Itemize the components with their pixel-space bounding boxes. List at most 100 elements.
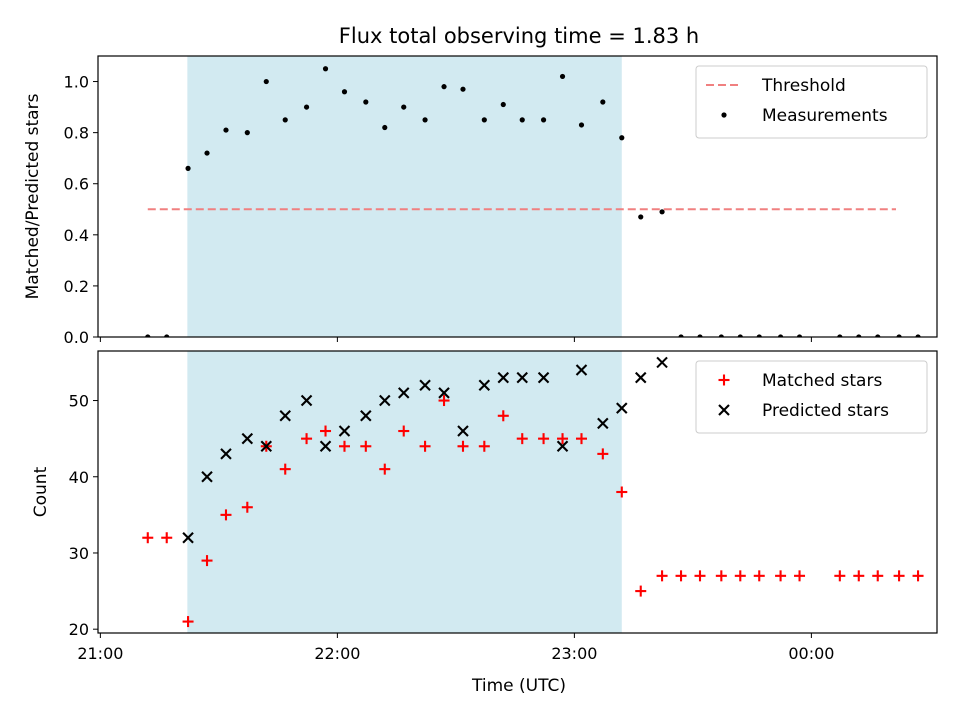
data-point (675, 570, 687, 582)
y-axis-label: Matched/Predicted stars (23, 93, 43, 299)
data-point-b (616, 402, 628, 414)
data-point (282, 117, 288, 123)
legend-box (695, 360, 928, 434)
data-point (220, 509, 232, 521)
x-tick-label: 22:00 (314, 644, 360, 663)
data-point (379, 463, 391, 475)
data-point (223, 127, 229, 133)
axes-frame (97, 55, 938, 338)
series-measurements (145, 66, 921, 337)
data-point-b (397, 387, 410, 399)
data-point-b (537, 371, 550, 384)
data-point (457, 440, 469, 452)
data-point (201, 471, 213, 483)
data-point (419, 440, 431, 452)
y-tick-label: 0.6 (64, 175, 89, 194)
data-point (300, 394, 313, 407)
data-point (540, 117, 547, 123)
counts-plot-area (142, 356, 924, 628)
data-point (338, 440, 350, 452)
data-point (161, 532, 173, 544)
data-point-b (360, 410, 372, 422)
data-point (556, 440, 569, 453)
data-point (856, 334, 862, 337)
y-tick-label: 0.2 (64, 277, 89, 296)
data-point (363, 99, 369, 105)
data-point (872, 570, 884, 582)
data-point (597, 417, 609, 430)
data-point (422, 117, 428, 123)
data-point (635, 371, 647, 384)
data-point (382, 124, 388, 131)
data-point (460, 86, 466, 92)
data-point (260, 440, 273, 453)
y-tick-label: 20 (69, 620, 89, 639)
data-point-b (516, 371, 528, 384)
data-point (915, 334, 921, 337)
data-point (220, 448, 232, 460)
data-point-b (635, 371, 647, 384)
data-point (896, 334, 902, 337)
legend-box (695, 65, 928, 139)
data-point (516, 433, 528, 445)
data-point (697, 334, 703, 337)
data-point (718, 334, 724, 337)
data-point (597, 448, 609, 460)
y-axis-label: Count (31, 466, 51, 517)
data-point (201, 555, 213, 567)
data-point (398, 425, 410, 437)
legend: Threshold Measurements (695, 65, 928, 139)
legend-marker-b (718, 404, 730, 416)
data-point-b (379, 394, 391, 407)
data-point (481, 117, 487, 123)
legend-label: Predicted stars (762, 401, 889, 421)
data-point (756, 334, 762, 337)
data-point (616, 402, 628, 414)
data-point-b (220, 448, 232, 460)
data-point (578, 122, 585, 128)
data-point-b (656, 356, 668, 369)
data-point (777, 334, 784, 337)
legend-label: Measurements (762, 106, 888, 126)
data-point (478, 440, 490, 452)
data-point (538, 433, 550, 445)
ratio-plot-area (145, 66, 921, 337)
data-point (441, 84, 447, 90)
data-point (164, 334, 170, 337)
data-point (401, 104, 407, 110)
data-point (575, 433, 587, 445)
y-tick-label: 0.0 (64, 328, 89, 347)
data-point (379, 394, 391, 407)
y-tick-label: 50 (69, 392, 89, 411)
data-point (497, 371, 510, 384)
data-point (341, 89, 348, 95)
y-tick-label: 30 (69, 544, 89, 563)
data-point (519, 117, 525, 123)
data-point (360, 440, 372, 452)
data-point (694, 570, 706, 582)
data-point (279, 463, 291, 475)
legend-marker (718, 374, 730, 386)
data-point (478, 379, 491, 392)
data-point (575, 364, 588, 376)
data-point-b (201, 471, 213, 483)
data-point (303, 104, 310, 110)
y-tick-label: 1.0 (64, 73, 89, 92)
data-point (893, 570, 905, 582)
chart-title: Flux total observing time = 1.83 h (339, 24, 699, 48)
data-point (616, 486, 628, 498)
data-point (912, 570, 924, 582)
data-point (438, 387, 450, 399)
data-point (244, 130, 250, 136)
data-point-b (575, 364, 588, 376)
data-point (360, 410, 372, 422)
data-point-b (241, 432, 254, 445)
legend: Matched stars Predicted stars (695, 360, 928, 434)
data-point (678, 334, 684, 337)
data-point (279, 410, 291, 422)
ratio-panel: 0.0 0.2 0.4 0.6 0.8 1.0 Matched/Predicted star… (23, 55, 938, 347)
data-point (497, 410, 509, 422)
axes-frame (97, 350, 938, 634)
data-point (753, 570, 765, 582)
